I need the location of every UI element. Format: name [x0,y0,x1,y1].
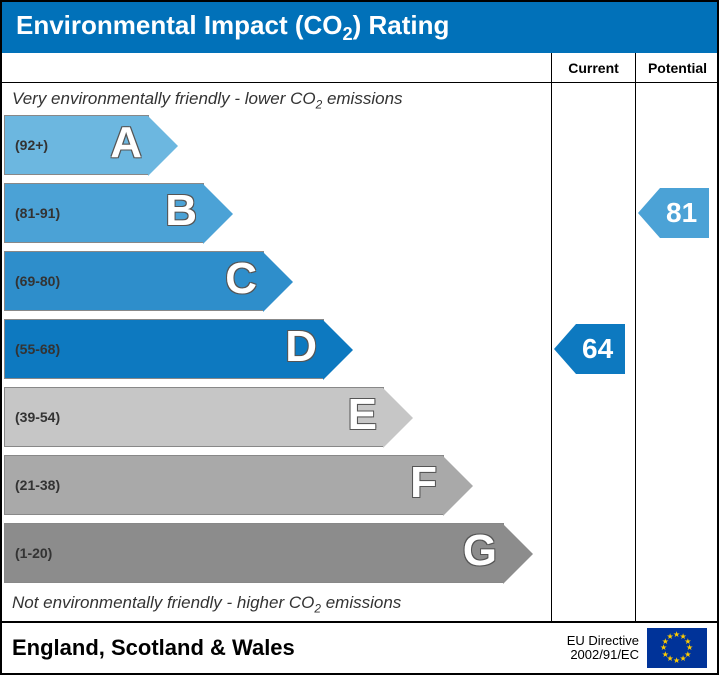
band-row-d: (55-68) D [2,319,551,379]
band-range-c: (69-80) [15,273,60,289]
title-bar: Environmental Impact (CO2) Rating [2,2,717,53]
eu-star-icon: ★ [673,656,680,665]
title-sub: 2 [343,24,353,44]
band-letter-e: E [348,390,377,440]
header-potential: Potential [636,53,719,83]
footer-directive-line1: EU Directive [567,634,639,648]
subtitle-top-prefix: Very environmentally friendly - lower CO [12,89,316,108]
band-arrow-f [443,456,473,516]
subtitle-top: Very environmentally friendly - lower CO… [12,89,403,111]
band-range-g: (1-20) [15,545,52,561]
band-arrow-d [323,320,353,380]
pointer-current-value: 64 [576,324,625,374]
band-bar-d: (55-68) D [4,319,324,379]
band-letter-c: C [225,254,257,304]
eu-star-icon: ★ [680,654,687,663]
band-row-f: (21-38) F [2,455,551,515]
band-letter-d: D [285,322,317,372]
subtitle-bottom-suffix: emissions [321,593,401,612]
band-bar-e: (39-54) E [4,387,384,447]
header-main-blank [2,53,551,83]
footer-country: England, Scotland & Wales [12,635,295,661]
pointer-current-arrow [554,324,576,374]
band-arrow-a [148,116,178,176]
subtitle-top-suffix: emissions [322,89,402,108]
band-row-c: (69-80) C [2,251,551,311]
col-potential: Potential [636,53,719,623]
col-main: Very environmentally friendly - lower CO… [2,53,552,623]
footer-right: EU Directive 2002/91/EC ★★★★★★★★★★★★ [567,628,707,668]
band-range-e: (39-54) [15,409,60,425]
band-bar-a: (92+) A [4,115,149,175]
header-current: Current [552,53,635,83]
eu-flag-icon: ★★★★★★★★★★★★ [647,628,707,668]
band-letter-a: A [110,118,142,168]
band-range-d: (55-68) [15,341,60,357]
band-letter-f: F [410,458,437,508]
pointer-potential-value: 81 [660,188,709,238]
pointer-current: 64 [554,324,625,374]
chart-grid: Very environmentally friendly - lower CO… [2,53,717,623]
band-range-b: (81-91) [15,205,60,221]
band-row-g: (1-20) G [2,523,551,583]
pointer-potential-arrow [638,188,660,238]
footer-directive-line2: 2002/91/EC [567,648,639,662]
band-arrow-g [503,524,533,584]
band-bar-g: (1-20) G [4,523,504,583]
band-letter-b: B [165,186,197,236]
band-row-b: (81-91) B [2,183,551,243]
footer-directive: EU Directive 2002/91/EC [567,634,639,663]
subtitle-bottom: Not environmentally friendly - higher CO… [12,593,401,615]
epc-rating-chart: Environmental Impact (CO2) Rating Very e… [0,0,719,675]
band-range-f: (21-38) [15,477,60,493]
eu-star-icon: ★ [667,632,674,641]
band-bar-b: (81-91) B [4,183,204,243]
title-suffix: ) Rating [353,10,450,40]
title-prefix: Environmental Impact (CO [16,10,343,40]
subtitle-bottom-prefix: Not environmentally friendly - higher CO [12,593,314,612]
band-bar-f: (21-38) F [4,455,444,515]
band-arrow-e [383,388,413,448]
band-row-a: (92+) A [2,115,551,175]
footer: England, Scotland & Wales EU Directive 2… [2,621,717,673]
band-arrow-c [263,252,293,312]
pointer-potential: 81 [638,188,709,238]
subtitle-bottom-sub: 2 [314,602,321,616]
band-row-e: (39-54) E [2,387,551,447]
band-range-a: (92+) [15,137,48,153]
band-letter-g: G [463,526,497,576]
band-arrow-b [203,184,233,244]
band-bar-c: (69-80) C [4,251,264,311]
